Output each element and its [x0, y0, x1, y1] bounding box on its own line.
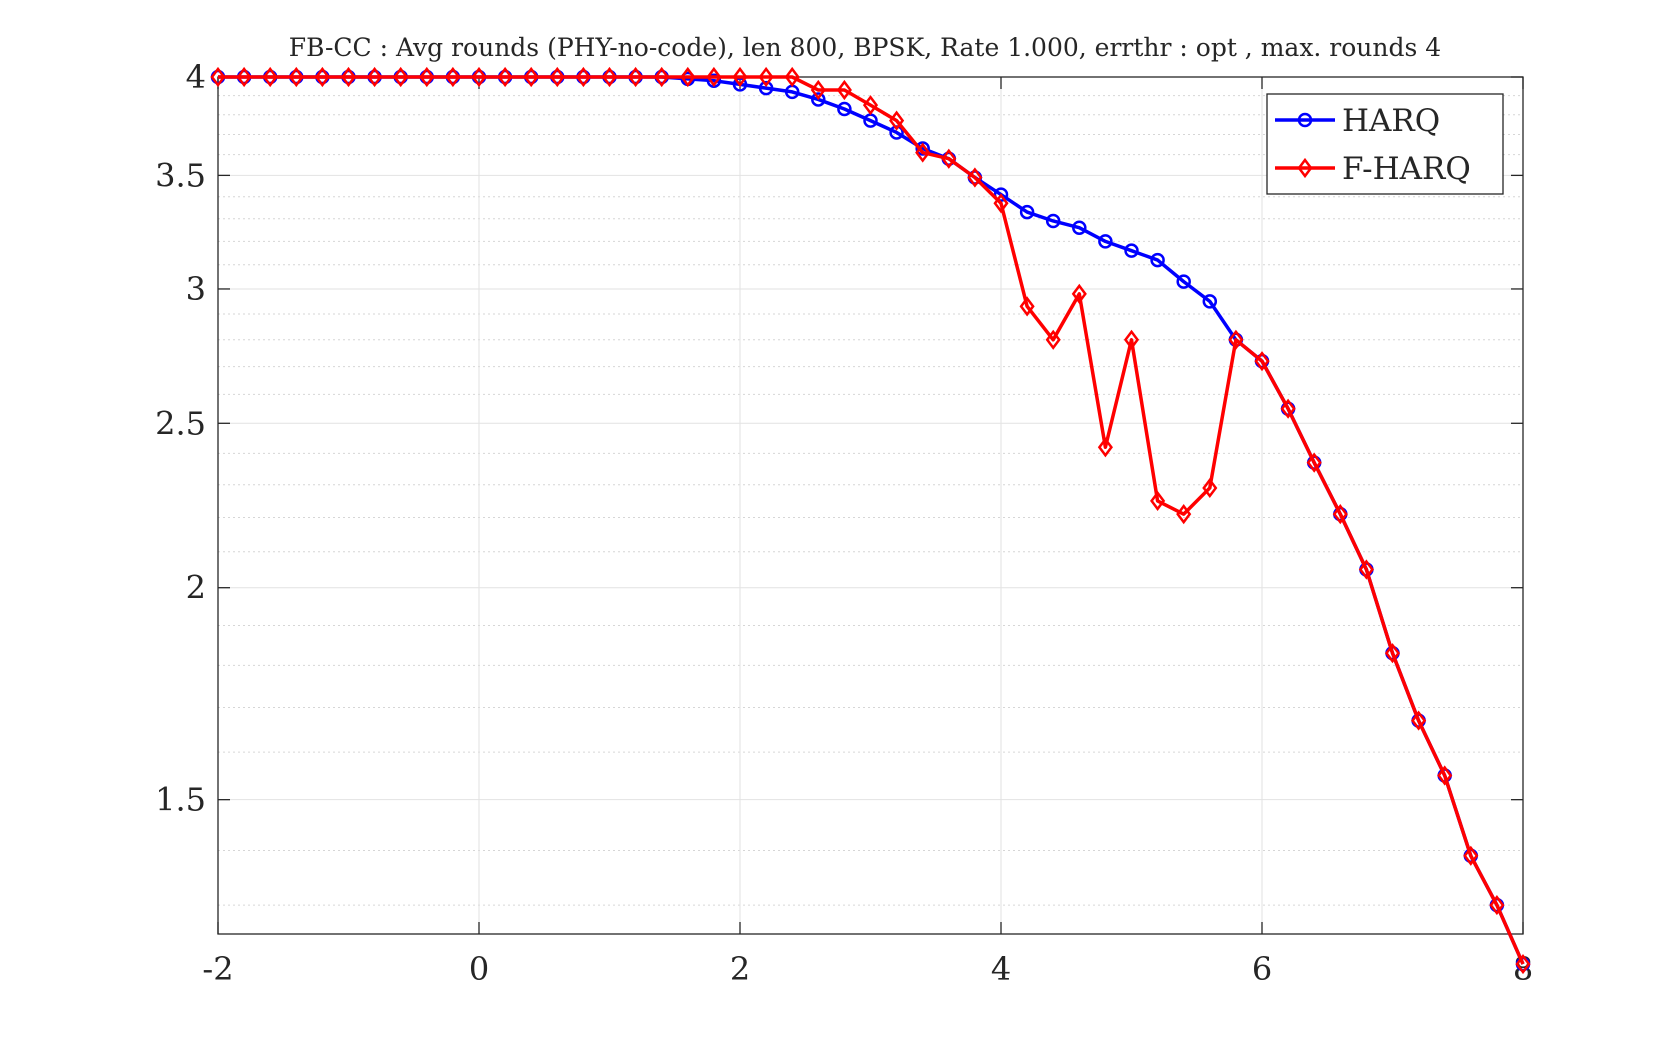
data-point-f-harq	[784, 66, 800, 88]
axis-ticks: 1.522.533.54-2 0 2 4 6 8	[155, 58, 1533, 988]
legend-label: F-HARQ	[1342, 151, 1471, 187]
data-point-f-harq	[1515, 953, 1531, 975]
data-point-f-harq	[967, 167, 983, 188]
data-point-harq	[1098, 234, 1113, 249]
data-point-f-harq	[706, 66, 722, 88]
data-point-f-harq	[1176, 504, 1192, 525]
data-point-f-harq	[367, 66, 383, 88]
data-point-f-harq	[1437, 765, 1453, 786]
data-point-f-harq	[1097, 437, 1113, 458]
legend-label: HARQ	[1342, 103, 1440, 139]
data-point-f-harq	[549, 66, 565, 88]
data-point-f-harq	[575, 66, 591, 88]
y-tick-label: 1.5	[155, 781, 206, 819]
data-point-f-harq	[210, 66, 226, 88]
data-point-f-harq	[1071, 283, 1087, 304]
data-point-f-harq	[445, 66, 461, 88]
data-point-f-harq	[1150, 490, 1166, 512]
data-point-f-harq	[262, 66, 278, 88]
data-point-f-harq	[941, 148, 957, 169]
data-point-f-harq	[523, 66, 539, 88]
data-point-f-harq	[497, 66, 513, 88]
chart-title: FB-CC : Avg rounds (PHY-no-code), len 80…	[289, 33, 1441, 62]
data-point-harq	[993, 187, 1009, 202]
data-point-f-harq	[1463, 845, 1479, 866]
y-tick-label: 4	[186, 58, 206, 96]
data-point-f-harq	[1202, 477, 1218, 499]
data-point-f-harq	[862, 95, 879, 116]
data-point-f-harq	[654, 66, 670, 88]
data-point-f-harq	[628, 66, 644, 88]
data-point-f-harq	[1411, 710, 1427, 731]
data-point-f-harq	[680, 66, 696, 88]
data-point-harq	[1045, 213, 1061, 229]
series-group	[210, 66, 1531, 975]
data-point-f-harq	[758, 66, 774, 88]
data-point-f-harq	[1384, 643, 1401, 664]
x-tick-label: 6	[1252, 950, 1272, 988]
data-point-f-harq	[393, 66, 409, 88]
data-point-harq	[1176, 274, 1191, 289]
series-harq	[210, 69, 1531, 972]
legend-swatch-marker	[1297, 112, 1313, 128]
x-tick-label: 0	[469, 950, 489, 988]
data-point-harq	[837, 101, 852, 117]
data-point-harq	[1150, 252, 1165, 268]
x-tick-label: 2	[730, 950, 750, 988]
x-tick-label: -2	[202, 950, 233, 988]
data-point-f-harq	[1489, 895, 1505, 916]
data-point-f-harq	[1123, 329, 1140, 350]
data-point-f-harq	[601, 66, 618, 88]
y-tick-label: 2	[186, 569, 206, 607]
data-point-harq	[1072, 220, 1087, 235]
legend-item-harq: HARQ	[1275, 103, 1440, 139]
plot-area-frame	[217, 76, 1524, 935]
series-f-harq	[210, 66, 1531, 975]
data-point-f-harq	[1228, 329, 1244, 350]
data-point-harq	[889, 125, 904, 140]
series-line-f-harq	[218, 75, 1525, 965]
data-point-harq	[1019, 204, 1035, 220]
data-point-f-harq	[915, 142, 931, 163]
legend-swatch-marker	[1297, 157, 1313, 179]
data-point-f-harq	[419, 66, 435, 88]
grid	[217, 76, 1524, 934]
data-point-harq	[758, 80, 774, 96]
data-point-f-harq	[340, 66, 357, 88]
data-point-harq	[1202, 294, 1218, 309]
x-tick-label: 4	[991, 950, 1011, 988]
data-point-f-harq	[1332, 504, 1348, 525]
data-point-f-harq	[1019, 296, 1035, 317]
data-point-f-harq	[993, 193, 1009, 214]
data-point-f-harq	[314, 66, 330, 88]
data-point-f-harq	[810, 79, 826, 101]
data-point-f-harq	[732, 66, 748, 88]
data-point-f-harq	[288, 66, 304, 88]
data-point-f-harq	[1254, 351, 1270, 372]
data-point-f-harq	[889, 110, 905, 131]
data-point-f-harq	[1306, 452, 1322, 473]
legend-item-f-harq: F-HARQ	[1275, 151, 1471, 187]
data-point-f-harq	[836, 79, 852, 101]
y-tick-label: 3.5	[155, 156, 206, 194]
legend: HARQ F-HARQ	[1266, 93, 1504, 195]
y-tick-label: 3	[186, 270, 206, 308]
series-line-harq	[218, 75, 1525, 965]
data-point-f-harq	[471, 66, 487, 88]
legend-box	[1266, 93, 1504, 195]
data-point-harq	[1124, 243, 1139, 258]
data-point-f-harq	[1280, 398, 1296, 419]
data-point-f-harq	[1358, 559, 1374, 580]
y-tick-label: 2.5	[155, 404, 206, 442]
data-point-f-harq	[1045, 329, 1061, 350]
data-point-harq	[811, 92, 826, 107]
data-point-f-harq	[236, 66, 252, 88]
